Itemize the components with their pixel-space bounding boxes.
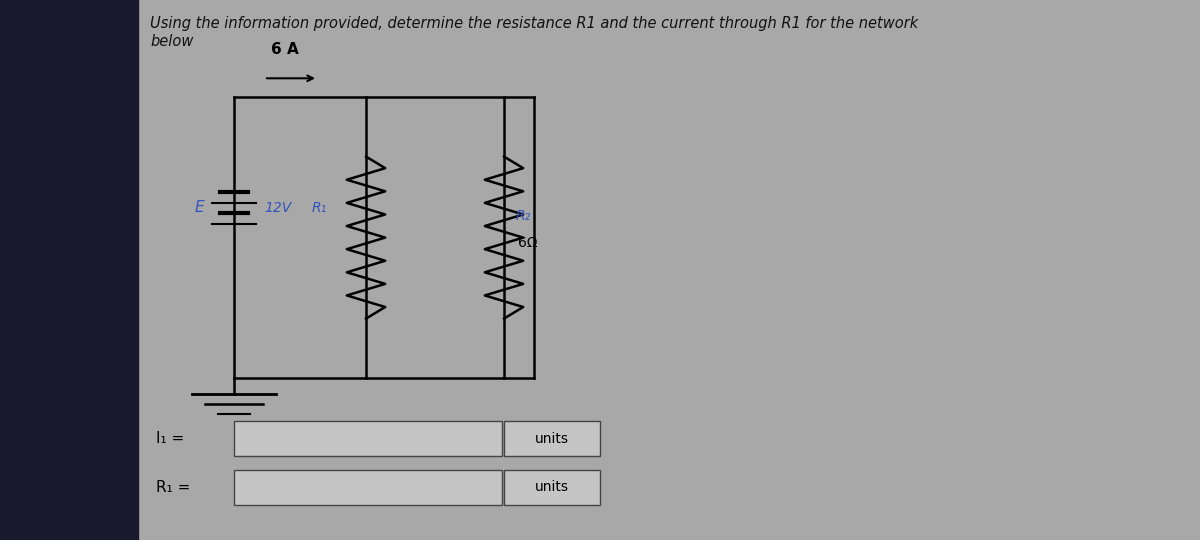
Bar <box>0 0 138 540</box>
Bar <box>504 421 600 456</box>
Bar <box>234 470 502 505</box>
Text: units: units <box>535 481 569 494</box>
Text: 6Ω: 6Ω <box>518 236 538 250</box>
Text: I₁ =: I₁ = <box>156 431 185 446</box>
Text: R₂: R₂ <box>516 209 532 223</box>
Text: units: units <box>535 432 569 445</box>
Text: R₁ =: R₁ = <box>156 480 191 495</box>
Text: Using the information provided, determine the resistance R1 and the current thro: Using the information provided, determin… <box>150 16 918 49</box>
Text: 12V: 12V <box>264 201 292 215</box>
Bar <box>504 470 600 505</box>
Text: 6 A: 6 A <box>271 42 299 57</box>
Bar <box>234 421 502 456</box>
Text: E: E <box>194 200 204 215</box>
Text: R₁: R₁ <box>312 201 328 215</box>
